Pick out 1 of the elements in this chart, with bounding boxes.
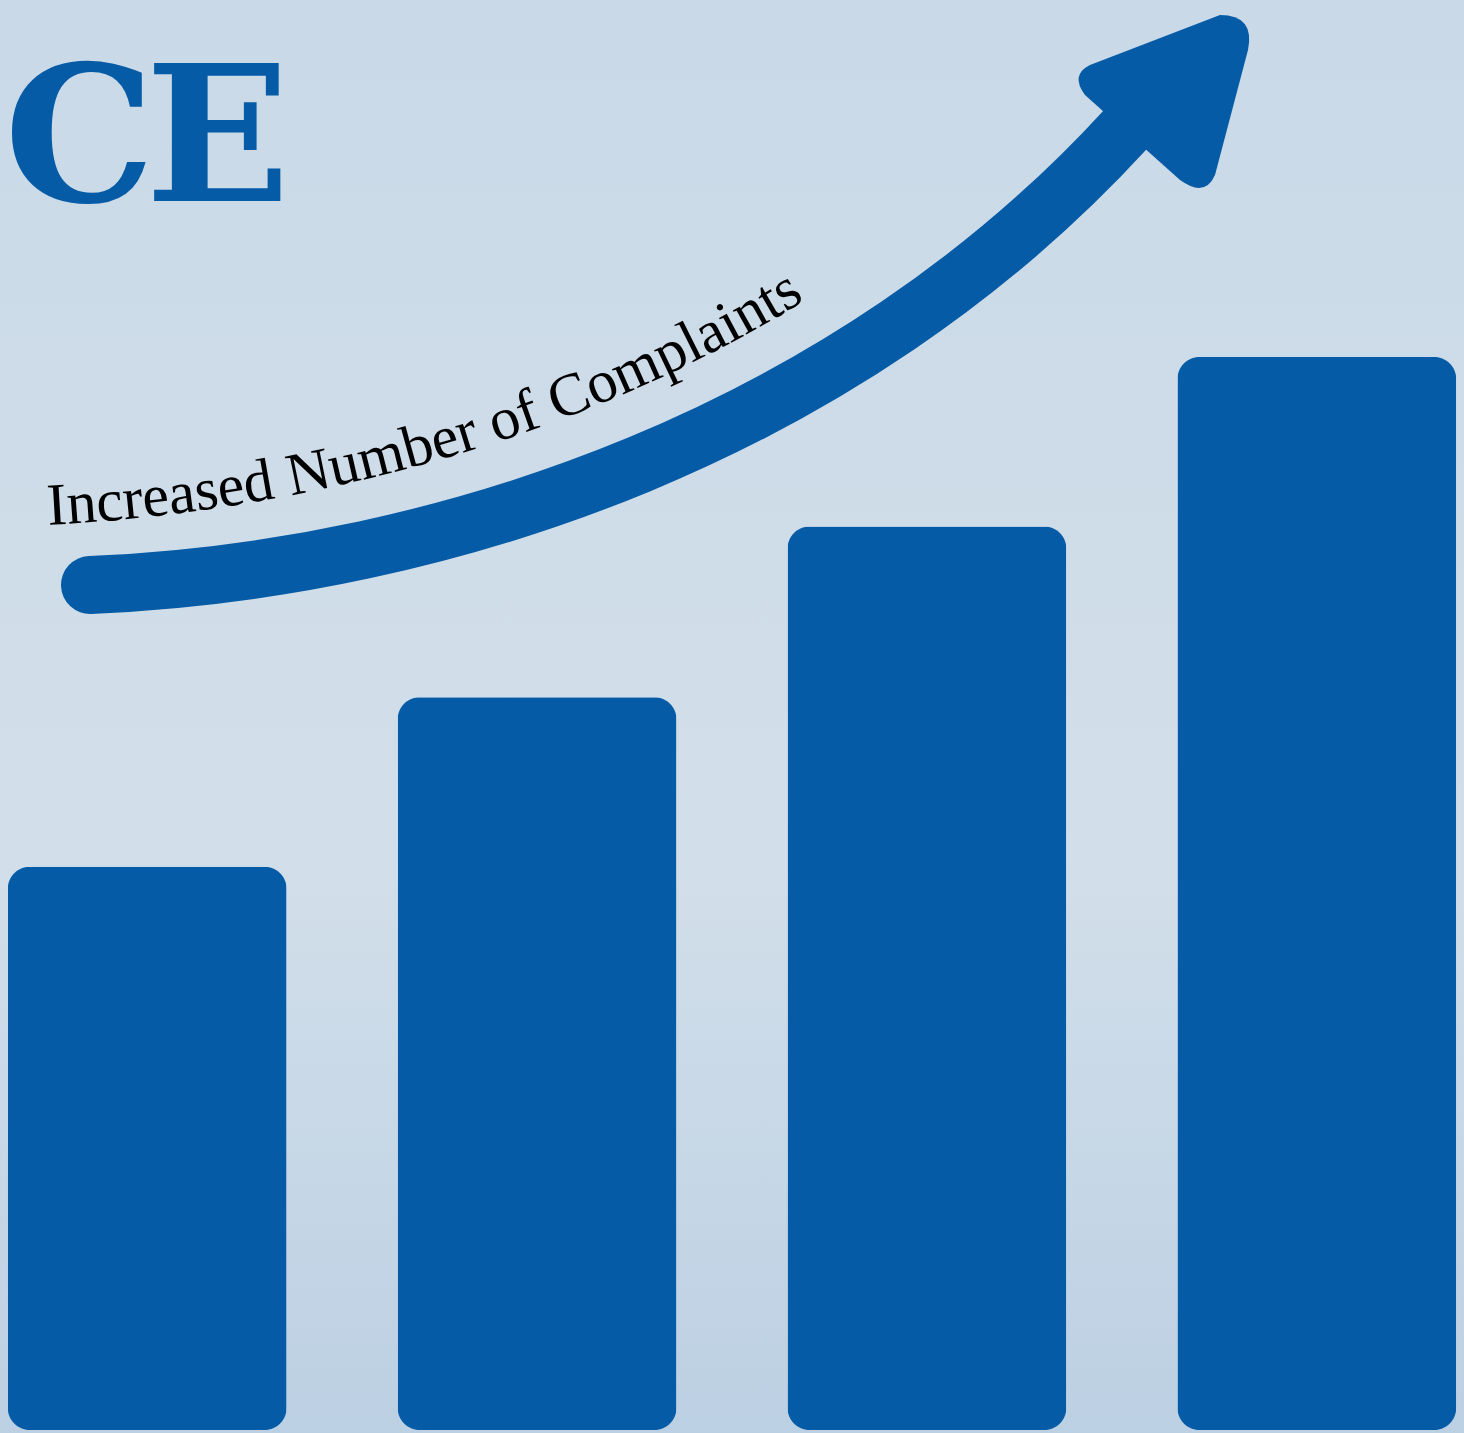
chart-title: CE [4, 23, 281, 246]
